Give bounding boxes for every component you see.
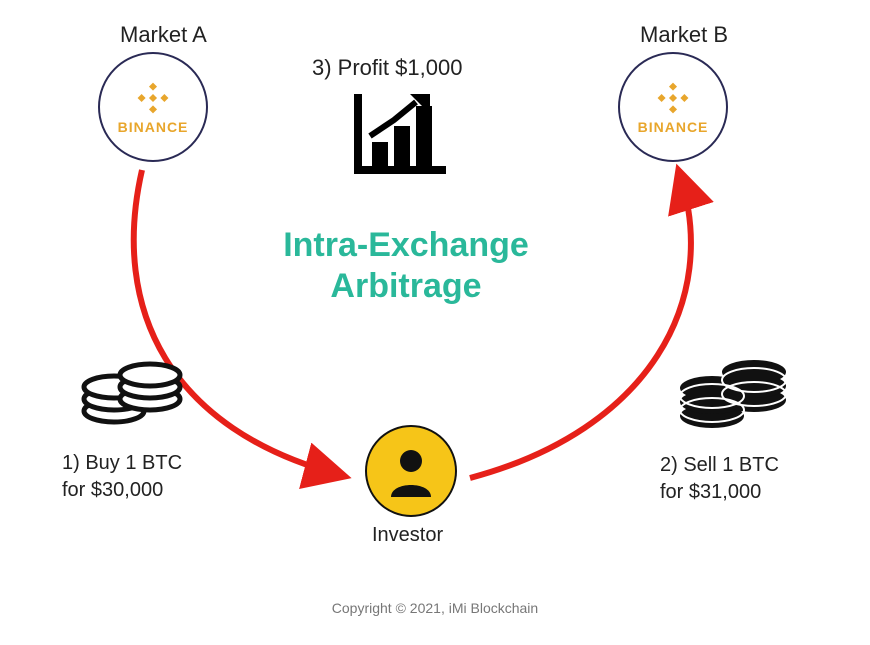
title-line-2: Arbitrage (330, 267, 481, 305)
diagram-title: Intra-Exchange Arbitrage (246, 225, 566, 307)
step-2-text: 2) Sell 1 BTC for $31,000 (660, 452, 779, 506)
coins-outline-icon (76, 345, 186, 440)
profit-chart-icon (350, 90, 450, 185)
title-line-1: Intra-Exchange (283, 226, 529, 264)
coins-solid-icon (672, 340, 792, 445)
market-a-label: Market A (120, 22, 207, 48)
market-b-exchange-name: BINANCE (638, 119, 709, 135)
binance-icon (134, 79, 172, 117)
arrow-investor-to-market-b (470, 175, 691, 478)
investor-badge (365, 425, 457, 517)
market-a-exchange-badge: BINANCE (98, 52, 208, 162)
market-b-exchange-badge: BINANCE (618, 52, 728, 162)
market-b-label: Market B (640, 22, 728, 48)
copyright-text: Copyright © 2021, iMi Blockchain (0, 600, 870, 616)
market-a-exchange-name: BINANCE (118, 119, 189, 135)
binance-icon (654, 79, 692, 117)
person-icon (381, 441, 441, 501)
step-1-line-1: 1) Buy 1 BTC (62, 452, 182, 474)
step-2-line-1: 2) Sell 1 BTC (660, 454, 779, 476)
profit-label: 3) Profit $1,000 (312, 55, 462, 81)
step-1-line-2: for $30,000 (62, 479, 163, 501)
step-2-line-2: for $31,000 (660, 481, 761, 503)
step-1-text: 1) Buy 1 BTC for $30,000 (62, 450, 182, 504)
investor-label: Investor (372, 524, 443, 547)
